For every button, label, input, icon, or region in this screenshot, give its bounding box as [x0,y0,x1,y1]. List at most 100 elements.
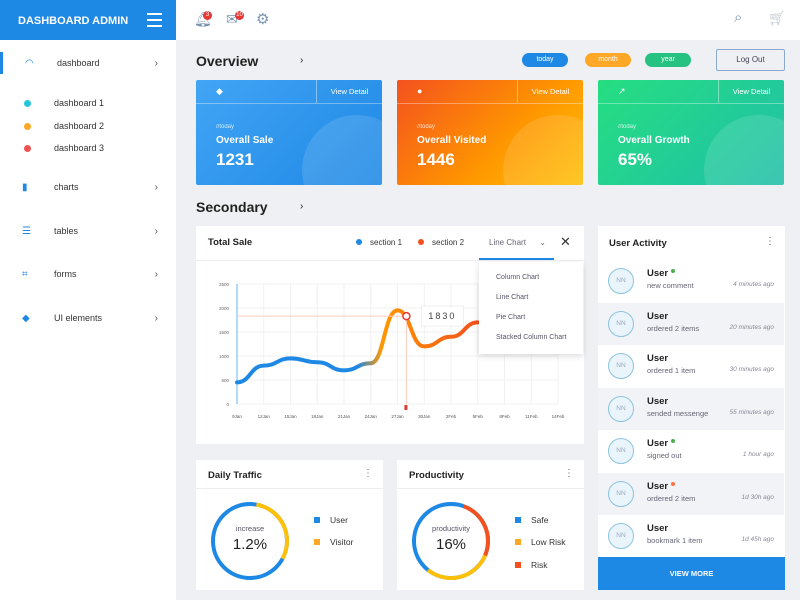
donut-label: productivity [432,524,470,533]
sidebar-item-dashboard-1[interactable]: dashboard 1 [0,92,176,114]
menu-item-line-chart[interactable]: Line Chart [496,294,529,301]
panel-title: Total Sale [208,237,253,248]
chevron-right-icon: › [154,312,158,324]
filter-month[interactable]: month [585,53,631,67]
view-detail-button[interactable]: View Detail [316,80,382,103]
user-name: User [647,480,669,492]
status-dot [671,439,675,443]
close-icon[interactable]: ✕ [560,234,571,249]
activity-time: 30 minutes ago [729,366,774,373]
card-title: Overall Visited [417,135,487,146]
user-name: User [647,523,669,534]
activity-item[interactable]: NN User bookmark 1 item 1d 45h ago [598,515,784,557]
chevron-right-icon: › [154,268,158,280]
trend-icon: ↗ [618,86,626,96]
sidebar-item-forms[interactable]: ⌗ forms › [0,263,176,285]
activity-time: 1d 30h ago [741,493,774,501]
activity-time: 1 hour ago [742,451,774,458]
chevron-right-icon[interactable]: › [300,201,304,212]
activity-item[interactable]: NN User new comment 4 minutes ago [598,260,784,302]
menu-item-column-chart[interactable]: Column Chart [496,274,540,281]
card-overall-sale: ◆ View Detail //today Overall Sale 1231 [196,80,382,185]
user-name: User [647,310,669,322]
x-tick-label: 11Feb [525,414,538,419]
chevron-right-icon: › [154,181,158,193]
activity-item[interactable]: NN User ordered 2 item 1d 30h ago [598,472,784,515]
x-tick-label: 18Jan [311,414,324,419]
sidebar: DASHBOARD ADMIN ◠ dashboard › dashboard 1 … [0,0,176,600]
sidebar-item-dashboard-2[interactable]: dashboard 2 [0,115,176,137]
more-icon[interactable]: ⋮ [765,236,775,247]
menu-icon[interactable] [147,13,162,31]
user-icon: ● [417,86,423,96]
chart-type-menu: Column Chart Line Chart Pie Chart Stacke… [479,262,583,354]
search-icon[interactable]: ⌕ [734,9,743,26]
y-tick-label: 2500 [219,282,230,287]
activity-desc: ordered 1 item [647,366,696,375]
label: charts [54,182,79,192]
cart-icon[interactable]: 🛒︎ [768,10,786,26]
label: UI elements [54,313,103,323]
legend-low-risk: Low Risk [531,537,566,547]
daily-traffic-panel: Daily Traffic ⋮ increase 1.2% User Visit… [196,460,383,590]
topbar: 🔔︎ 3 ✉ 10 ⚙ ⌕ 🛒︎ [176,0,800,40]
forms-icon: ⌗ [22,268,28,280]
view-more-button[interactable]: VIEW MORE [598,557,785,590]
activity-item[interactable]: NN User sended messenge 55 minutes ago [598,387,784,430]
activity-item[interactable]: NN User signed out 1 hour ago [598,430,784,472]
mail-icon[interactable]: ✉ [226,11,238,27]
sidebar-item-tables[interactable]: ☰ tables › [0,220,176,242]
sidebar-item-ui-elements[interactable]: ◆ UI elements › [0,307,176,329]
card-value: 1231 [216,150,254,169]
card-overall-visited: ● View Detail //today Overall Visited 1446 [397,80,583,185]
activity-desc: ordered 2 item [647,493,696,503]
activity-desc: new comment [647,281,694,290]
avatar: NN [608,395,634,422]
y-tick-label: 1500 [219,330,230,335]
label: dashboard 2 [54,121,105,131]
view-detail-button[interactable]: View Detail [517,80,583,103]
legend-section-2: section 2 [432,238,465,247]
x-marker [404,405,408,410]
legend-risk: Risk [531,560,548,570]
y-tick-label: 2000 [219,306,230,311]
chevron-right-icon[interactable]: › [300,55,304,66]
status-dot [671,481,675,486]
x-tick-label: 9Jan [232,414,242,419]
card-label: //today [417,124,436,130]
activity-desc: ordered 2 items [647,323,700,333]
legend-user: User [330,515,348,525]
gear-icon[interactable]: ⚙ [256,11,270,28]
brand-title: DASHBOARD ADMIN [18,15,129,27]
more-icon[interactable]: ⋮ [363,468,373,479]
more-icon[interactable]: ⋮ [564,468,574,479]
view-detail-button[interactable]: View Detail [718,80,784,103]
menu-item-stacked-column-chart[interactable]: Stacked Column Chart [496,334,567,341]
layers-icon: ◆ [22,312,30,324]
x-tick-label: 2Feb [446,414,457,419]
x-tick-label: 30Jan [418,414,431,419]
dot-icon [24,99,31,107]
chart-type-select[interactable]: Line Chart ⌄ [479,226,554,260]
total-sale-panel: Total Sale section 1 section 2 Line Char… [196,226,584,444]
x-tick-label: 27Jan [391,414,404,419]
sidebar-item-charts[interactable]: ▮ charts › [0,176,176,198]
logout-button[interactable]: Log Out [716,49,785,71]
avatar: NN [608,438,634,464]
label: forms [54,269,77,279]
donut-value: 16% [435,536,467,553]
card-title: Overall Sale [216,135,274,146]
user-name: User [647,353,669,364]
sidebar-item-dashboard[interactable]: ◠ dashboard › [0,52,176,74]
filter-year[interactable]: year [645,53,691,67]
tooltip-value: 1830 [428,311,456,321]
activity-item[interactable]: NN User ordered 2 items 20 minutes ago [598,302,784,345]
sidebar-item-dashboard-3[interactable]: dashboard 3 [0,137,176,159]
y-tick-label: 500 [221,378,229,383]
menu-item-pie-chart[interactable]: Pie Chart [496,314,526,321]
card-label: //today [618,124,637,130]
avatar: NN [608,353,634,379]
filter-today[interactable]: today [522,53,568,67]
activity-item[interactable]: NN User ordered 1 item 30 minutes ago [598,345,784,387]
x-tick-label: 15Jan [284,414,297,419]
